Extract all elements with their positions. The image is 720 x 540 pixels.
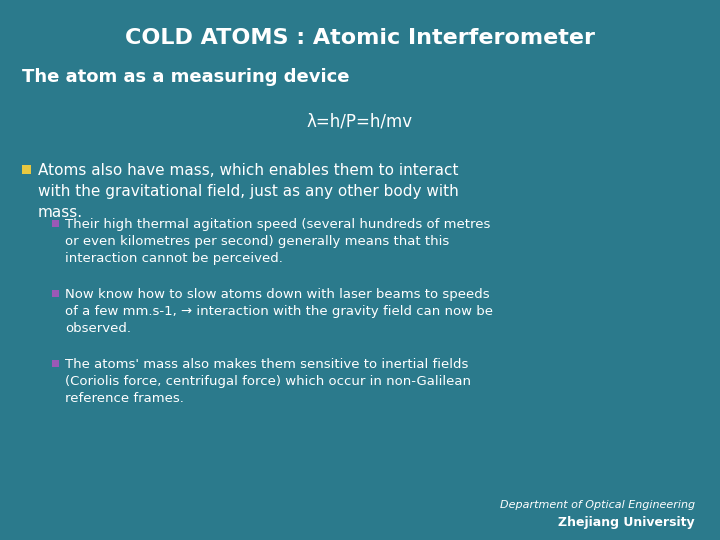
Text: Department of Optical Engineering: Department of Optical Engineering [500,500,695,510]
Text: Now know how to slow atoms down with laser beams to speeds
of a few mm.s-1, → in: Now know how to slow atoms down with las… [65,288,493,335]
Text: λ=h/P=h/mv: λ=h/P=h/mv [307,113,413,131]
Bar [22,165,31,174]
Bar [52,290,59,297]
Bar [52,360,59,367]
Text: Zhejiang University: Zhejiang University [559,516,695,529]
Text: The atom as a measuring device: The atom as a measuring device [22,68,349,86]
Bar [52,220,59,227]
Text: Their high thermal agitation speed (several hundreds of metres
or even kilometre: Their high thermal agitation speed (seve… [65,218,490,265]
Text: Atoms also have mass, which enables them to interact
with the gravitational fiel: Atoms also have mass, which enables them… [38,163,459,220]
Text: The atoms' mass also makes them sensitive to inertial fields
(Coriolis force, ce: The atoms' mass also makes them sensitiv… [65,358,471,405]
Text: COLD ATOMS : Atomic Interferometer: COLD ATOMS : Atomic Interferometer [125,28,595,48]
